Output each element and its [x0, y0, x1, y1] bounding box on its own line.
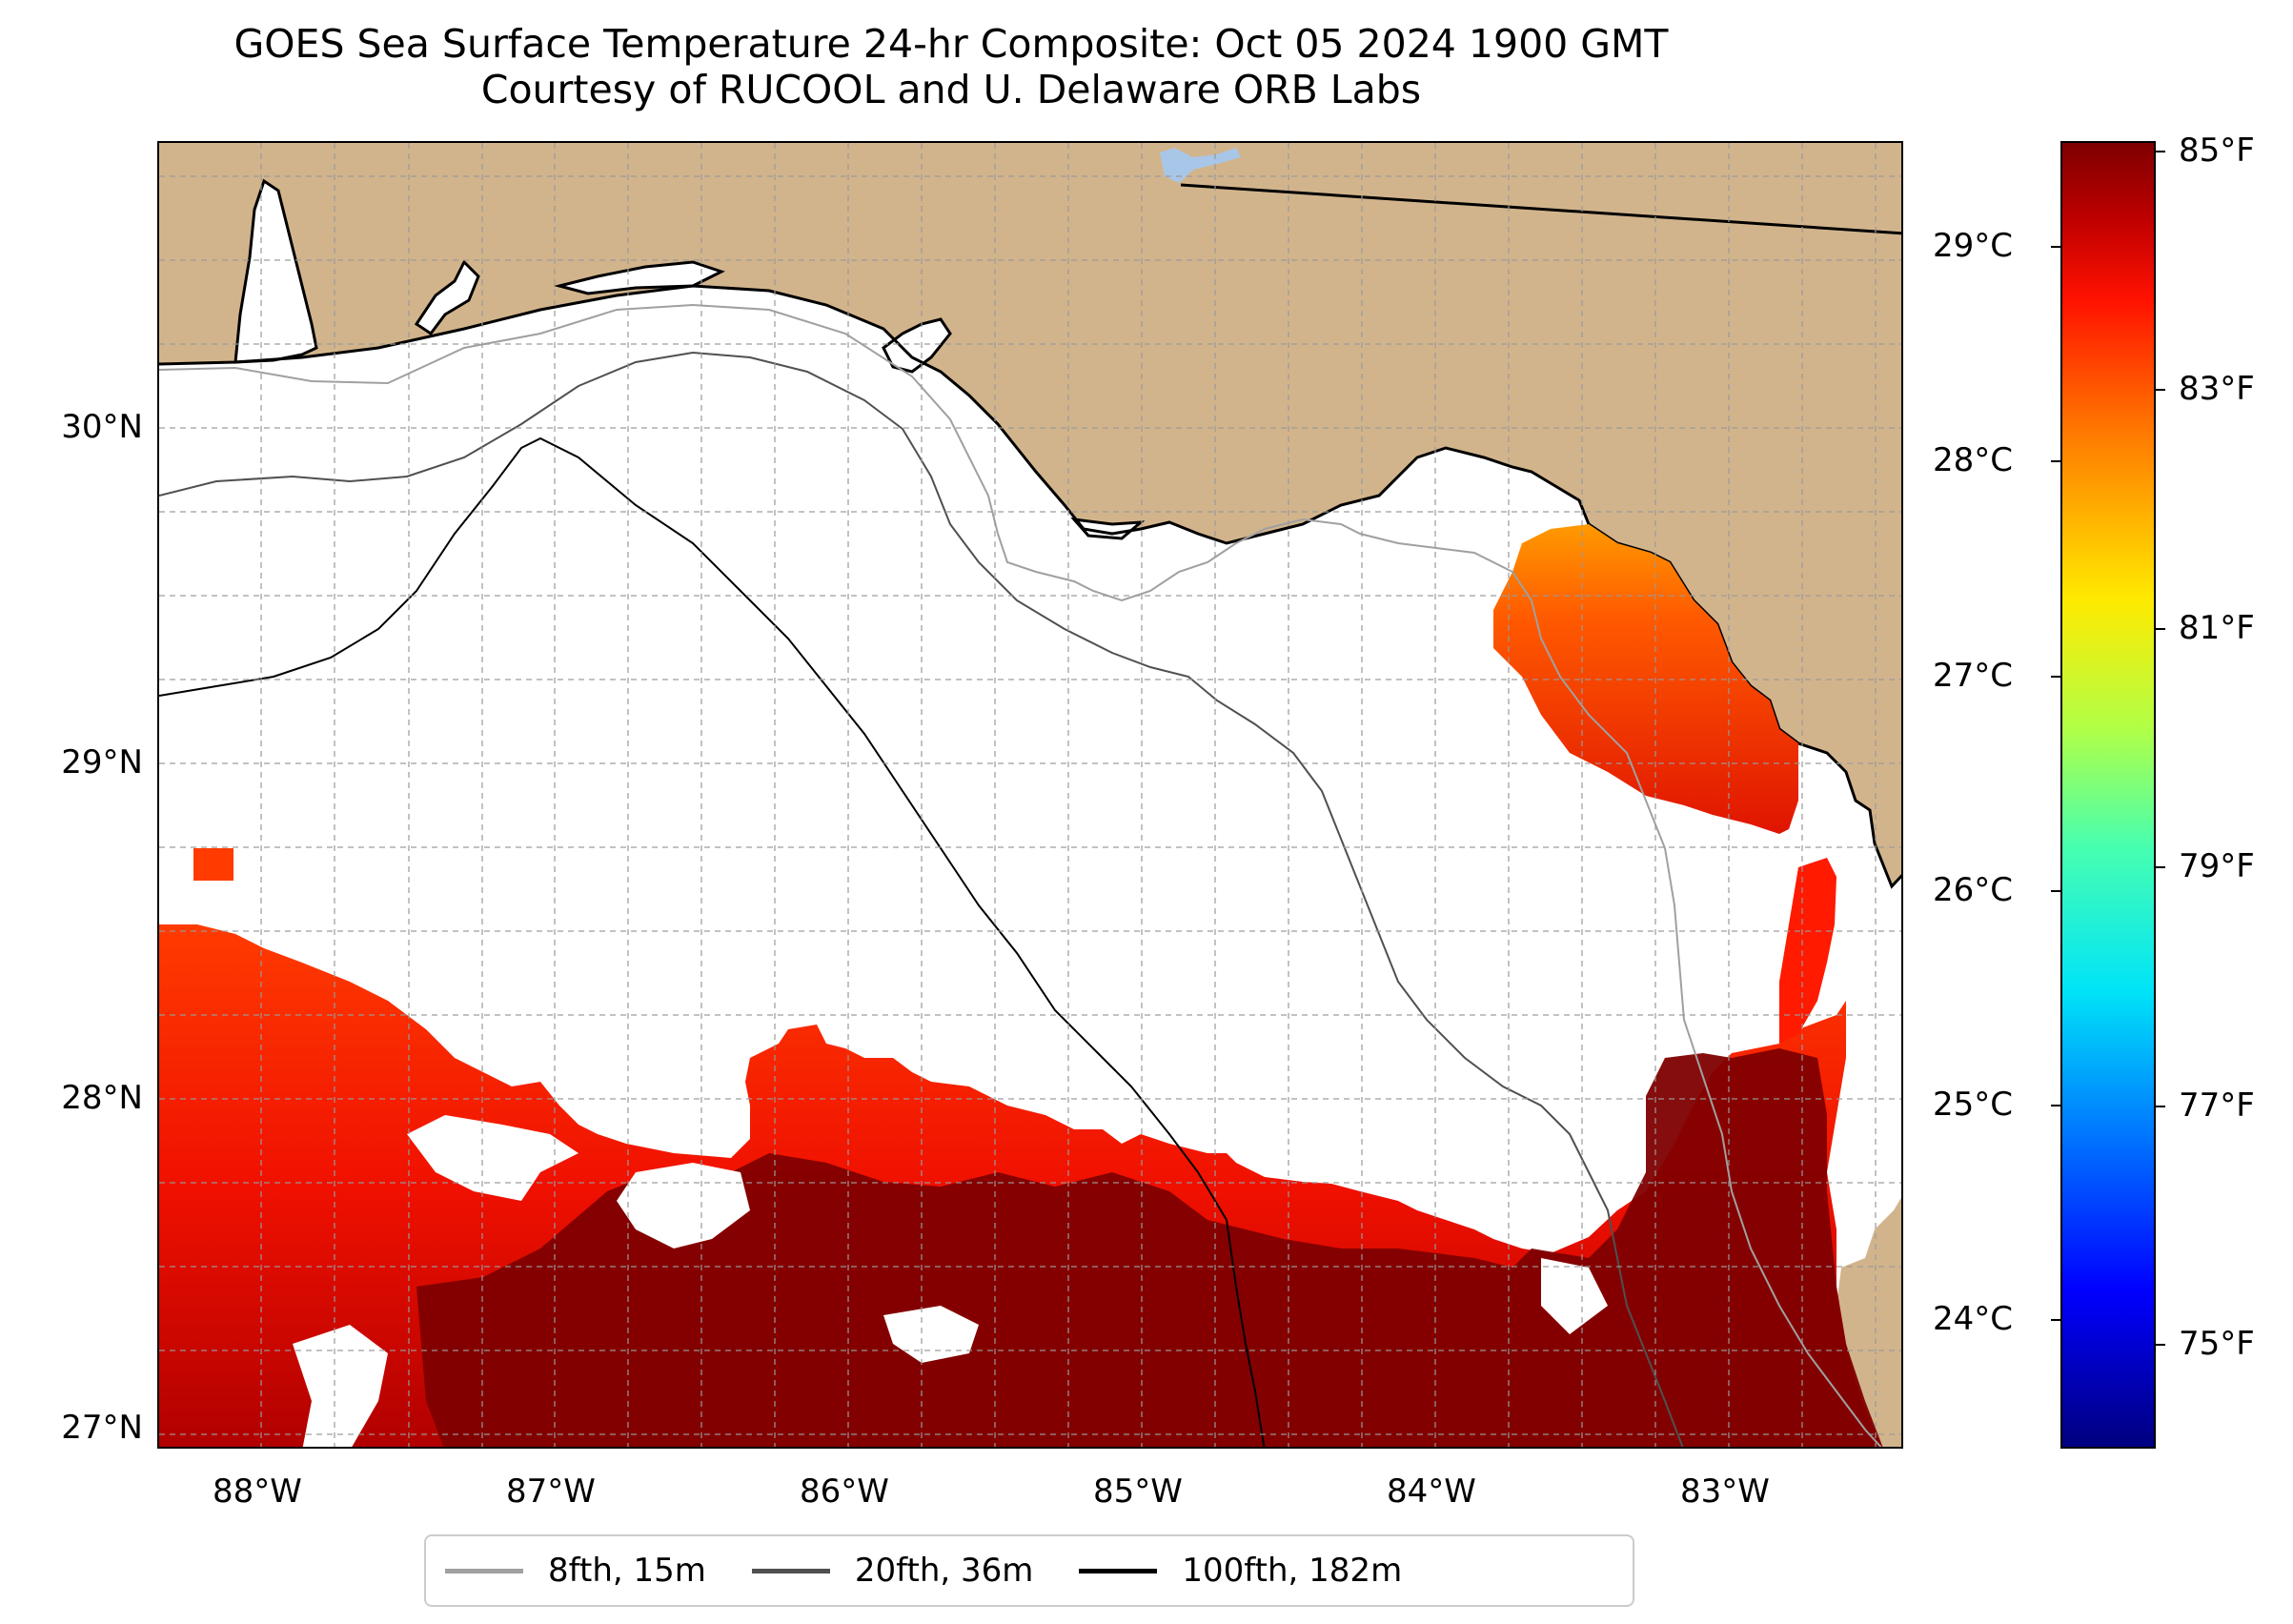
cbar-label-29c: 29°C: [1933, 227, 2014, 265]
lake: [1160, 148, 1241, 183]
sst-south-core: [416, 1048, 1883, 1447]
lon-label-88w: 88°W: [213, 1472, 302, 1511]
cbar-label-26c: 26°C: [1933, 871, 2014, 909]
cloud-gap-2: [617, 1163, 750, 1248]
cloud-gap-3: [293, 1325, 388, 1447]
land-north: [159, 143, 1901, 886]
lat-label-29n: 29°N: [61, 743, 143, 782]
land-east: [1836, 1197, 1901, 1447]
sst-flcoast: [1779, 858, 1836, 1044]
cbar-tick-f: [2156, 628, 2165, 630]
cbar-tick-f: [2156, 389, 2165, 391]
lat-label-28n: 28°N: [61, 1079, 143, 1117]
lon-label-84w: 84°W: [1387, 1472, 1476, 1511]
lat-label-27n: 27°N: [61, 1409, 143, 1447]
lon-label-83w: 83°W: [1680, 1472, 1770, 1511]
legend-label-100fth: 100fth, 182m: [1182, 1552, 1403, 1590]
cbar-label-83f: 83°F: [2179, 370, 2255, 408]
cbar-tick-c: [2051, 890, 2060, 892]
cbar-label-28c: 28°C: [1933, 441, 2014, 479]
isobath-20fth: [159, 351, 1684, 1447]
cbar-tick-f: [2156, 151, 2165, 152]
sst-patch: [193, 848, 233, 881]
legend-swatch-100fth: [1079, 1568, 1158, 1573]
choctawhatchee-bay: [554, 260, 725, 295]
sst-map[interactable]: [157, 141, 1903, 1449]
cbar-label-27c: 27°C: [1933, 657, 2014, 695]
legend-item-20fth: 20fth, 36m: [751, 1552, 1034, 1590]
map-title: GOES Sea Surface Temperature 24-hr Compo…: [152, 21, 1750, 113]
cbar-tick-c: [2051, 1105, 2060, 1106]
cbar-tick-f: [2156, 1344, 2165, 1346]
cbar-tick-c: [2051, 246, 2060, 248]
cloud-gap-4: [883, 1306, 979, 1363]
legend-swatch-20fth: [751, 1568, 830, 1573]
sst-bigbend: [1493, 524, 1798, 834]
cloud-gap-1: [407, 1115, 578, 1201]
cbar-tick-c: [2051, 676, 2060, 678]
cbar-tick-c: [2051, 460, 2060, 462]
cbar-label-77f: 77°F: [2179, 1086, 2255, 1125]
cbar-label-81f: 81°F: [2179, 609, 2255, 647]
cbar-label-79f: 79°F: [2179, 847, 2255, 885]
cbar-label-24c: 24°C: [1933, 1300, 2014, 1338]
legend-item-100fth: 100fth, 182m: [1079, 1552, 1402, 1590]
cbar-tick-c: [2051, 1319, 2060, 1321]
isobath-8fth: [159, 303, 1882, 1447]
graticule: [159, 143, 1901, 1447]
legend-label-20fth: 20fth, 36m: [854, 1552, 1034, 1590]
isobath-100fth: [159, 436, 1266, 1447]
cloud-gap-5: [1541, 1258, 1608, 1334]
lon-label-86w: 86°W: [800, 1472, 889, 1511]
cbar-tick-f: [2156, 1106, 2165, 1107]
mobile-bay: [233, 178, 318, 364]
title-line-2: Courtesy of RUCOOL and U. Delaware ORB L…: [480, 67, 1422, 113]
map-canvas: [159, 143, 1901, 1447]
state-boundary: [1180, 183, 1901, 235]
pensacola-bay: [414, 259, 480, 336]
lat-label-30n: 30°N: [61, 408, 143, 446]
legend: 8fth, 15m 20fth, 36m 100fth, 182m: [424, 1534, 1634, 1607]
legend-item-8fth: 8fth, 15m: [445, 1552, 706, 1590]
colorbar: [2060, 141, 2156, 1449]
lon-label-85w: 85°W: [1093, 1472, 1183, 1511]
title-line-1: GOES Sea Surface Temperature 24-hr Compo…: [233, 21, 1669, 67]
legend-label-8fth: 8fth, 15m: [548, 1552, 706, 1590]
legend-swatch-8fth: [445, 1568, 523, 1573]
cbar-label-25c: 25°C: [1933, 1086, 2014, 1124]
cbar-label-85f: 85°F: [2179, 132, 2255, 170]
cbar-tick-f: [2156, 866, 2165, 868]
cbar-label-75f: 75°F: [2179, 1325, 2255, 1363]
lon-label-87w: 87°W: [506, 1472, 596, 1511]
